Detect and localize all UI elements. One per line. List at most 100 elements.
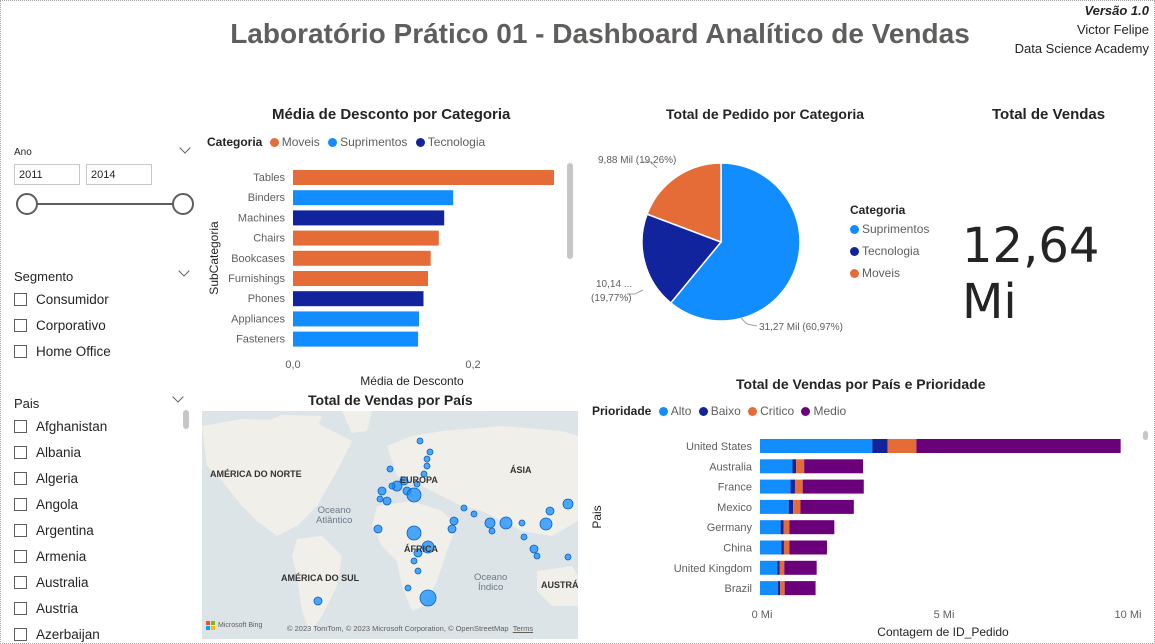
bar-bookcases[interactable] [293,250,431,266]
terms-link[interactable]: Terms [512,624,534,633]
ano-from-input[interactable]: 2011 [14,164,80,185]
map-bubble[interactable] [416,437,424,445]
bar-segment-alto[interactable] [760,520,781,535]
map-bubble[interactable] [377,486,387,496]
bar-segment-baixo[interactable] [778,581,781,596]
segmento-option[interactable]: Home Office [14,341,111,361]
checkbox[interactable] [14,549,27,563]
checkbox[interactable] [14,497,27,511]
bar-segment-medio[interactable] [800,499,854,514]
bar-segment-baixo[interactable] [777,560,780,575]
bar-segment-critico[interactable] [783,520,790,535]
map-bubble[interactable] [539,517,553,531]
map-bubble[interactable] [413,548,423,558]
legend-baixo[interactable]: Baixo [710,404,741,418]
pie-slice-suprimentos[interactable] [669,162,801,322]
map-bubble[interactable] [545,506,555,516]
bar-segment-critico[interactable] [780,581,785,596]
checkbox[interactable] [14,471,27,485]
segmento-option[interactable]: Corporativo [14,315,106,335]
map-bubble[interactable] [404,584,412,592]
pie-slice-tecnologia[interactable] [641,213,723,305]
bar-segment-baixo[interactable] [790,479,795,494]
bar-binders[interactable] [293,190,454,206]
bar-segment-critico[interactable] [796,459,805,474]
checkbox[interactable] [14,601,27,615]
legend-critico[interactable]: Critico [760,404,795,418]
bar-segment-alto[interactable] [760,439,873,453]
ano-to-input[interactable]: 2014 [86,164,152,185]
ano-slider-end-handle[interactable] [172,193,194,215]
checkbox[interactable] [14,627,27,641]
ano-slider-start-handle[interactable] [16,193,38,215]
checkbox[interactable] [14,344,27,358]
bar-segment-alto[interactable] [760,499,789,514]
bar-segment-critico[interactable] [794,479,803,494]
map-bubble[interactable] [423,455,431,463]
map-bubble[interactable] [520,533,528,541]
map-bubble[interactable] [449,516,459,526]
bar-segment-baixo[interactable] [781,540,784,555]
bar-tables[interactable] [293,170,554,185]
pais-option[interactable]: Angola [14,494,78,514]
pais-option[interactable]: Argentina [14,520,94,540]
checkbox[interactable] [14,318,27,332]
bar-segment-medio[interactable] [916,439,1121,453]
checkbox[interactable] [14,523,27,537]
checkbox[interactable] [14,445,27,459]
legend-medio[interactable]: Medio [813,404,847,418]
map-bubble[interactable] [419,589,437,607]
bar-segment-critico[interactable] [887,439,917,453]
bar-segment-critico[interactable] [779,560,785,575]
pais-option[interactable]: Azerbaijan [14,624,100,644]
legend-alto[interactable]: Alto [670,404,692,418]
map-bubble[interactable] [376,495,384,503]
pie-legend-tecnologia[interactable]: Tecnologia [850,244,919,258]
segmento-option[interactable]: Consumidor [14,289,109,309]
legend-suprimentos[interactable]: Suprimentos [340,135,408,149]
discount-chart-scrollbar[interactable] [567,163,573,259]
sales-map[interactable]: AMÉRICA DO NORTE EUROPA ÁSIA ÁFRICA AMÉR… [202,411,578,639]
bar-fasteners[interactable] [293,331,419,347]
map-bubble[interactable] [406,525,422,541]
map-bubble[interactable] [406,487,422,503]
bar-segment-medio[interactable] [789,520,835,535]
bar-segment-medio[interactable] [784,581,816,596]
bar-segment-alto[interactable] [760,479,791,494]
pais-option[interactable]: Australia [14,572,89,592]
bar-phones[interactable] [293,291,424,307]
bar-machines[interactable] [293,210,445,226]
map-bubble[interactable] [484,517,496,529]
map-bubble[interactable] [414,567,422,575]
bar-segment-alto[interactable] [760,560,778,575]
bar-segment-baixo[interactable] [872,439,888,453]
pais-option[interactable]: Armenia [14,546,86,566]
map-bubble[interactable] [499,516,513,530]
map-bubble[interactable] [413,480,421,488]
pais-option[interactable]: Algeria [14,468,78,488]
map-bubble[interactable] [533,552,541,560]
country-chart-scrollbar[interactable] [1143,431,1148,440]
checkbox[interactable] [14,575,27,589]
checkbox[interactable] [14,419,27,433]
map-bubble[interactable] [410,557,418,565]
map-bubble[interactable] [426,448,434,456]
bar-segment-critico[interactable] [783,540,790,555]
bar-furnishings[interactable] [293,271,428,286]
map-bubble[interactable] [420,470,428,478]
bar-chairs[interactable] [293,230,439,246]
map-bubble[interactable] [421,540,435,554]
map-bubbles[interactable] [202,411,578,639]
pais-option[interactable]: Albania [14,442,81,462]
pie-legend-moveis[interactable]: Moveis [850,266,900,280]
bar-segment-medio[interactable] [784,560,817,575]
bar-segment-baixo[interactable] [792,459,797,474]
bar-segment-medio[interactable] [802,479,864,494]
map-bubble[interactable] [423,462,431,470]
bar-segment-alto[interactable] [760,540,782,555]
map-bubble[interactable] [470,510,478,518]
map-bubble[interactable] [399,476,409,486]
bar-segment-medio[interactable] [789,540,827,555]
map-bubble[interactable] [382,496,392,506]
map-bubble[interactable] [488,527,496,535]
